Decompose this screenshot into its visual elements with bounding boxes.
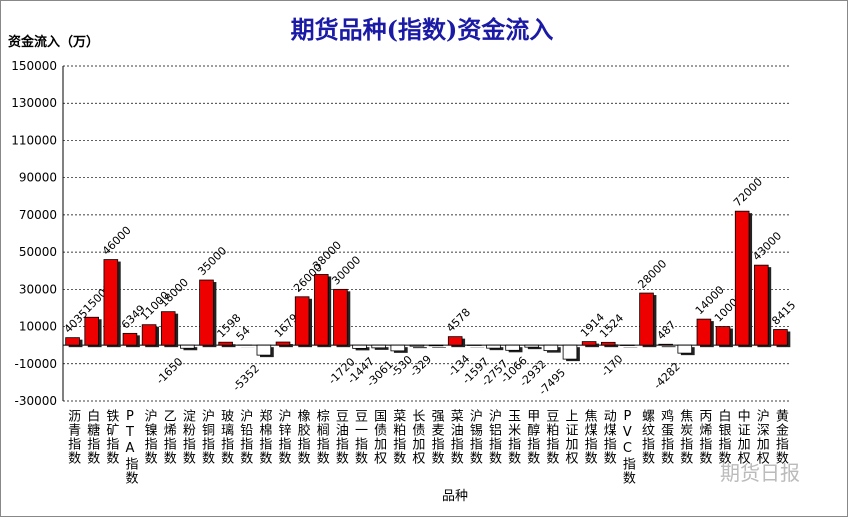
watermark: 期货日报: [720, 461, 800, 485]
bar: [486, 344, 501, 349]
x-tick-label: 白糖指数: [84, 408, 100, 465]
x-tick-label: 丙烯指数: [696, 409, 712, 465]
x-tick-label: 豆粕指数: [543, 409, 559, 465]
bar: [658, 343, 673, 346]
x-tick-label: 螺纹指数: [639, 409, 655, 465]
y-axis-label: 资金流入（万）: [8, 34, 99, 50]
bar: [447, 336, 463, 346]
x-tick-label: 沪深加权: [754, 408, 770, 465]
y-tick-label: -10000: [14, 357, 57, 371]
bar: [256, 344, 272, 356]
y-tick-label: 90000: [19, 171, 57, 185]
x-tick-label: 焦炭指数: [677, 409, 693, 465]
bar: [505, 344, 520, 351]
y-tick-label: 110000: [11, 133, 57, 147]
x-tick-label: 国债加权: [371, 409, 387, 465]
x-tick-label: 豆一指数: [352, 409, 368, 465]
x-tick-label: 沪锡指数: [467, 408, 483, 465]
x-tick-label: 豆油指数: [333, 409, 349, 465]
x-tick-label: 沪锌指数: [276, 408, 292, 465]
bar-shadow: [221, 344, 236, 348]
x-tick-label: 玻璃指数: [218, 409, 234, 465]
x-tick-label: 中证加权: [735, 409, 751, 465]
x-tick-label: 郑棉指数: [256, 409, 272, 465]
bar: [581, 341, 597, 346]
x-tick-label: 动煤指数: [601, 409, 617, 465]
x-tick-label: 甲醇指数: [524, 409, 540, 465]
x-axis-label: 品种: [442, 489, 468, 504]
bar-shadow: [661, 346, 676, 348]
x-tick-label: 沥青指数: [65, 409, 81, 465]
bar: [160, 311, 176, 346]
x-tick-label: PTA指数: [122, 409, 138, 485]
x-tick-label: 沪铜指数: [199, 408, 215, 465]
chart-title: 期货品种(指数)资金流入: [291, 15, 554, 44]
bar-shadow: [183, 347, 198, 351]
bar: [390, 344, 406, 352]
bar: [754, 264, 769, 346]
bar-shadow: [432, 347, 446, 348]
bar: [428, 344, 444, 347]
x-tick-label: 沪镍指数: [142, 408, 158, 465]
y-tick-label: 150000: [11, 59, 57, 73]
x-tick-label: PVC指数: [620, 409, 636, 485]
y-tick-label: 10000: [19, 320, 57, 334]
bar: [141, 324, 157, 346]
bar: [524, 344, 540, 348]
bar: [180, 344, 195, 349]
bar-shadow: [489, 347, 504, 351]
bar-shadow: [413, 347, 427, 349]
bar: [352, 344, 367, 349]
x-tick-label: 黄金指数: [773, 409, 789, 465]
x-tick-label: 棕榈指数: [314, 409, 330, 465]
bar: [600, 341, 616, 346]
y-tick-label: -30000: [14, 394, 57, 408]
bar: [313, 274, 329, 346]
x-tick-label: 上证加权: [562, 409, 578, 465]
x-tick-label: 铁矿指数: [103, 409, 119, 465]
y-tick-label: 130000: [11, 96, 57, 110]
x-tick-label: 淀粉指数: [180, 409, 196, 465]
x-tick-label: 橡胶指数: [295, 409, 311, 465]
bar: [409, 344, 425, 347]
y-tick-label: 50000: [19, 245, 57, 259]
bar: [218, 341, 233, 346]
bar: [543, 344, 559, 352]
x-tick-label: 玉米指数: [505, 409, 521, 465]
bar: [715, 326, 731, 346]
bar: [677, 344, 693, 354]
x-tick-label: 白银指数: [716, 408, 732, 465]
bar: [773, 329, 788, 346]
x-tick-label: 强麦指数: [429, 409, 445, 465]
bar: [84, 316, 99, 346]
x-tick-label: 沪铅指数: [237, 408, 253, 465]
bar: [696, 318, 712, 346]
bar: [65, 337, 80, 346]
x-tick-label: 乙烯指数: [161, 409, 177, 465]
bar: [122, 332, 138, 346]
bar-shadow: [527, 347, 542, 350]
bar: [103, 259, 119, 346]
bar-shadow: [604, 344, 619, 348]
x-tick-label: 鸡蛋指数: [658, 408, 674, 465]
bar: [371, 344, 386, 349]
bar: [275, 341, 291, 346]
bar-shadow: [374, 347, 389, 350]
bar: [734, 210, 750, 346]
bar: [333, 288, 348, 346]
x-tick-label: 沪铝指数: [486, 408, 502, 465]
bar: [639, 292, 654, 346]
x-tick-label: 菜油指数: [448, 409, 464, 465]
y-tick-label: 30000: [19, 282, 57, 296]
x-tick-label: 焦煤指数: [582, 409, 598, 465]
bar: [562, 344, 578, 360]
bar-shadow: [279, 344, 293, 348]
bar: [199, 279, 214, 346]
x-tick-label: 菜粕指数: [390, 409, 406, 465]
x-tick-label: 长债加权: [409, 409, 425, 465]
y-tick-label: 70000: [19, 208, 57, 222]
bar: [294, 296, 310, 346]
